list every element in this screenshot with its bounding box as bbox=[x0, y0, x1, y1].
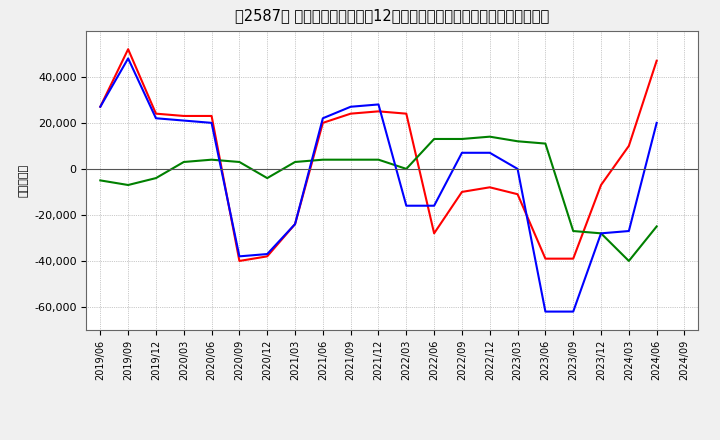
営業CF bbox=[624, 143, 633, 149]
フリーCF bbox=[263, 251, 271, 257]
フリーCF bbox=[152, 116, 161, 121]
営業CF bbox=[597, 182, 606, 187]
投資CF bbox=[402, 166, 410, 172]
投資CF bbox=[458, 136, 467, 142]
営業CF bbox=[652, 58, 661, 63]
Line: 投資CF: 投資CF bbox=[100, 137, 657, 261]
Line: 営業CF: 営業CF bbox=[100, 49, 657, 261]
投資CF bbox=[513, 139, 522, 144]
フリーCF bbox=[458, 150, 467, 155]
フリーCF bbox=[485, 150, 494, 155]
投資CF bbox=[291, 159, 300, 165]
フリーCF bbox=[346, 104, 355, 110]
営業CF bbox=[152, 111, 161, 116]
Title: ［2587］ キャッシュフローの12か月移動合計の対前年同期増減額の推移: ［2587］ キャッシュフローの12か月移動合計の対前年同期増減額の推移 bbox=[235, 7, 549, 23]
Y-axis label: （百万円）: （百万円） bbox=[19, 164, 29, 197]
フリーCF bbox=[291, 221, 300, 227]
フリーCF bbox=[207, 120, 216, 125]
投資CF bbox=[597, 231, 606, 236]
営業CF bbox=[96, 104, 104, 110]
営業CF bbox=[458, 189, 467, 194]
フリーCF bbox=[235, 254, 243, 259]
投資CF bbox=[96, 178, 104, 183]
営業CF bbox=[263, 254, 271, 259]
営業CF bbox=[374, 109, 383, 114]
投資CF bbox=[179, 159, 188, 165]
フリーCF bbox=[124, 56, 132, 61]
営業CF bbox=[235, 258, 243, 264]
フリーCF bbox=[402, 203, 410, 209]
フリーCF bbox=[430, 203, 438, 209]
投資CF bbox=[235, 159, 243, 165]
営業CF bbox=[402, 111, 410, 116]
フリーCF bbox=[179, 118, 188, 123]
営業CF bbox=[485, 185, 494, 190]
フリーCF bbox=[96, 104, 104, 110]
投資CF bbox=[318, 157, 327, 162]
フリーCF bbox=[318, 116, 327, 121]
営業CF bbox=[318, 120, 327, 125]
投資CF bbox=[207, 157, 216, 162]
営業CF bbox=[207, 114, 216, 119]
営業CF bbox=[291, 221, 300, 227]
フリーCF bbox=[597, 231, 606, 236]
投資CF bbox=[624, 258, 633, 264]
フリーCF bbox=[374, 102, 383, 107]
投資CF bbox=[541, 141, 550, 146]
投資CF bbox=[124, 182, 132, 187]
営業CF bbox=[346, 111, 355, 116]
投資CF bbox=[652, 224, 661, 229]
営業CF bbox=[124, 47, 132, 52]
投資CF bbox=[346, 157, 355, 162]
投資CF bbox=[152, 176, 161, 181]
営業CF bbox=[430, 231, 438, 236]
営業CF bbox=[569, 256, 577, 261]
投資CF bbox=[374, 157, 383, 162]
投資CF bbox=[485, 134, 494, 139]
Line: フリーCF: フリーCF bbox=[100, 59, 657, 312]
投資CF bbox=[569, 228, 577, 234]
営業CF bbox=[513, 191, 522, 197]
投資CF bbox=[430, 136, 438, 142]
営業CF bbox=[179, 114, 188, 119]
フリーCF bbox=[652, 120, 661, 125]
フリーCF bbox=[624, 228, 633, 234]
営業CF bbox=[541, 256, 550, 261]
フリーCF bbox=[541, 309, 550, 314]
フリーCF bbox=[569, 309, 577, 314]
フリーCF bbox=[513, 166, 522, 172]
投資CF bbox=[263, 176, 271, 181]
